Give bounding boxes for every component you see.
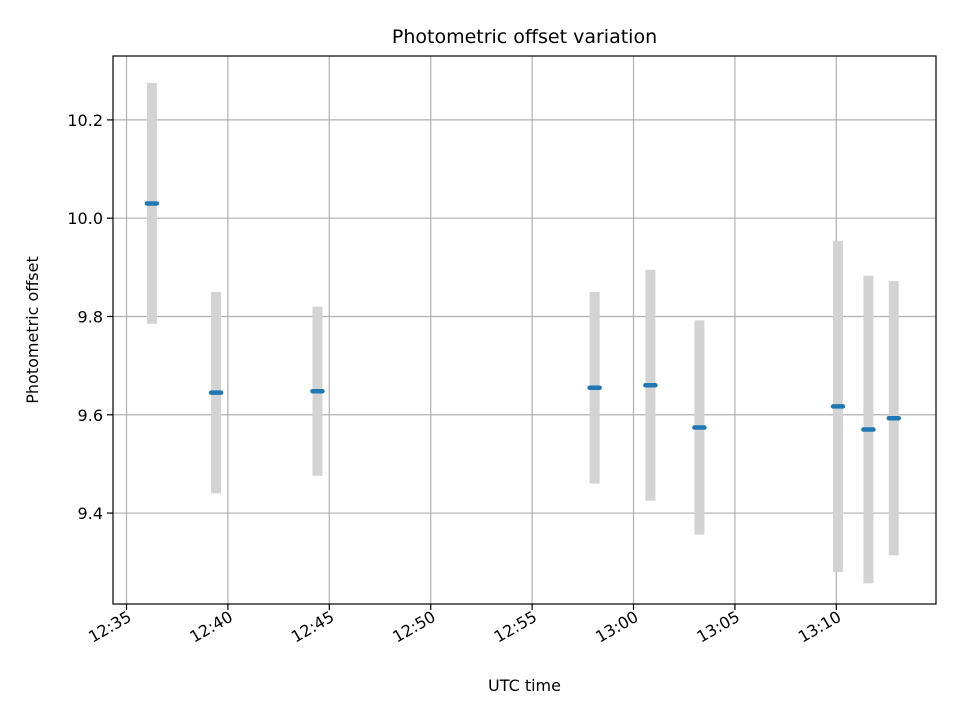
grid [113, 56, 936, 604]
plot-frame [112, 55, 937, 605]
y-tick-label: 10.0 [67, 209, 103, 228]
y-axis: 9.4 9.6 9.8 10.0 10.2 [67, 111, 113, 523]
y-tick-label: 10.2 [67, 111, 103, 130]
y-tick-label: 9.6 [78, 406, 103, 425]
y-tick-label: 9.4 [78, 504, 103, 523]
markers [144, 201, 902, 432]
y-tick-label: 9.8 [78, 307, 103, 326]
chart-title: Photometric offset variation [392, 26, 657, 48]
y-axis-label: Photometric offset [23, 256, 42, 404]
x-axis-label: UTC time [488, 676, 561, 695]
